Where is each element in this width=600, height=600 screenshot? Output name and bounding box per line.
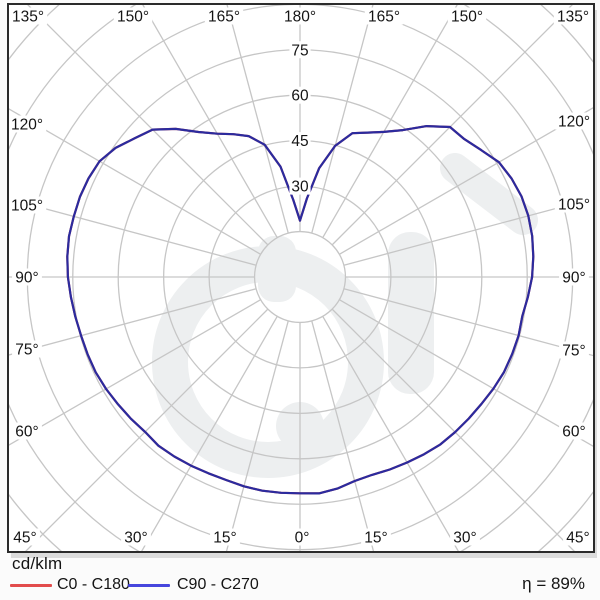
legend: C0 - C180 C90 - C270 bbox=[0, 576, 600, 596]
angle-label-top-4: 165° bbox=[368, 9, 400, 26]
legend-swatch-c90-c270 bbox=[128, 584, 170, 587]
angle-label-top-1: 150° bbox=[117, 9, 149, 26]
angle-label-bottom-3-bg bbox=[291, 528, 313, 546]
angle-label-bottom-6: 45° bbox=[566, 530, 589, 547]
angle-label-bottom-3: 0° bbox=[295, 530, 310, 547]
watermark-logo bbox=[152, 153, 538, 478]
legend-label-c90-c270: C90 - C270 bbox=[177, 576, 259, 593]
angle-label-bottom-2: 15° bbox=[213, 530, 236, 547]
angle-label-top-0: 135° bbox=[12, 9, 44, 26]
angle-label-top-4-bg bbox=[364, 7, 404, 25]
grid-spoke-285 bbox=[9, 288, 257, 356]
grid-spoke-315 bbox=[25, 308, 269, 551]
angle-label-right-0-bg bbox=[554, 112, 593, 130]
angle-label-right-2: 90° bbox=[562, 270, 585, 287]
angle-label-left-2-bg bbox=[12, 268, 42, 286]
grid-spoke-30 bbox=[322, 316, 459, 551]
angle-label-left-4-bg bbox=[12, 422, 42, 440]
angle-label-bottom-0-bg bbox=[10, 528, 40, 546]
angle-label-right-2-bg bbox=[559, 268, 589, 286]
angle-label-top-5-bg bbox=[447, 7, 487, 25]
angle-label-bottom-1: 30° bbox=[124, 530, 147, 547]
grid-spoke-300 bbox=[9, 299, 261, 446]
watermark-stroke bbox=[440, 153, 538, 235]
angle-label-left-0-bg bbox=[9, 115, 47, 133]
angle-label-right-3: 75° bbox=[562, 343, 585, 360]
angle-label-left-3-bg bbox=[12, 340, 42, 358]
angle-label-top-2: 165° bbox=[208, 9, 240, 26]
angle-label-bottom-5-bg bbox=[450, 528, 480, 546]
grid-spoke-150 bbox=[322, 5, 458, 238]
radial-tick-label-60-bg bbox=[289, 86, 311, 104]
angle-label-left-4: 60° bbox=[15, 424, 38, 441]
angle-label-left-1-bg bbox=[9, 196, 47, 214]
angle-label-bottom-6-bg bbox=[563, 528, 593, 546]
grid-spoke-45 bbox=[331, 308, 575, 551]
angle-label-left-3: 75° bbox=[15, 342, 38, 359]
watermark-bar bbox=[388, 232, 434, 394]
angle-label-right-4: 60° bbox=[562, 424, 585, 441]
angle-label-top-3-bg bbox=[280, 7, 320, 25]
angle-label-top-2-bg bbox=[204, 7, 244, 25]
angle-label-left-2: 90° bbox=[15, 270, 38, 287]
angle-label-top-0-bg bbox=[9, 7, 48, 25]
angle-label-top-3: 180° bbox=[284, 9, 316, 26]
angle-label-right-3-bg bbox=[559, 341, 589, 359]
watermark-bar bbox=[258, 236, 296, 302]
radial-tick-label-75: 75 bbox=[291, 42, 308, 59]
angle-label-bottom-1-bg bbox=[121, 528, 151, 546]
grid-spoke-165 bbox=[311, 5, 374, 234]
grid-spoke-195 bbox=[226, 5, 289, 234]
angle-label-right-0: 120° bbox=[558, 114, 590, 131]
angle-label-right-4-bg bbox=[559, 422, 589, 440]
angle-label-top-6-bg bbox=[553, 7, 593, 25]
radial-tick-label-30: 30 bbox=[291, 179, 309, 196]
angle-label-bottom-0: 45° bbox=[13, 530, 36, 547]
grid-spoke-120 bbox=[339, 107, 593, 255]
efficiency-label: η = 89% bbox=[522, 574, 585, 593]
grid-spoke-255 bbox=[9, 198, 257, 266]
grid-spoke-330 bbox=[141, 316, 278, 551]
grid-spoke-15 bbox=[311, 320, 375, 551]
angle-label-top-5: 150° bbox=[451, 9, 483, 26]
angle-label-right-1-bg bbox=[554, 195, 593, 213]
angle-label-bottom-4-bg bbox=[361, 528, 391, 546]
radial-tick-label-75-bg bbox=[289, 41, 311, 59]
angle-label-top-1-bg bbox=[113, 7, 153, 25]
legend-swatch-c0-c180 bbox=[10, 584, 52, 587]
radial-tick-label-45: 45 bbox=[291, 133, 308, 150]
angle-label-left-0: 120° bbox=[11, 117, 43, 134]
radial-tick-label-60: 60 bbox=[291, 88, 309, 105]
grid-spoke-210 bbox=[142, 5, 278, 238]
radial-tick-label-45-bg bbox=[289, 132, 311, 150]
radial-tick-label-30-bg bbox=[289, 177, 311, 195]
angle-label-bottom-4: 15° bbox=[364, 530, 387, 547]
grid-spoke-75 bbox=[343, 288, 593, 357]
grid-spoke-240 bbox=[9, 108, 261, 255]
angle-label-left-1: 105° bbox=[11, 198, 43, 215]
angle-label-bottom-2-bg bbox=[210, 528, 240, 546]
grid-spoke-60 bbox=[339, 299, 593, 447]
legend-label-c0-c180: C0 - C180 bbox=[57, 576, 130, 593]
angle-label-right-1: 105° bbox=[558, 197, 590, 214]
unit-label: cd/klm bbox=[12, 554, 63, 573]
angle-label-bottom-5: 30° bbox=[453, 530, 476, 547]
angle-label-top-6: 135° bbox=[557, 9, 589, 26]
grid-spoke-345 bbox=[225, 320, 289, 551]
grid-spoke-105 bbox=[343, 197, 593, 266]
curve-c90-c270 bbox=[66, 125, 535, 495]
